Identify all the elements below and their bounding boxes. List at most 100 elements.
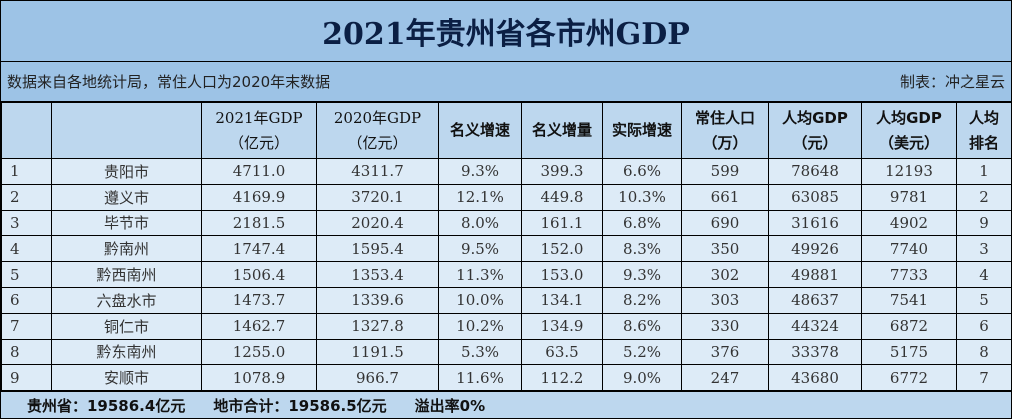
column-header: 2021年GDP （亿元）	[201, 102, 317, 159]
column-header: 人均GDP （元）	[768, 102, 862, 159]
table-cell: 43680	[768, 364, 862, 392]
table-row: 7 铜仁市 1462.7 1327.8 10.2% 134.9 8.6% 330 44324 68…	[1, 312, 1012, 340]
table-cell: 302	[681, 261, 769, 288]
header-text: 名义增量	[531, 121, 592, 139]
table-cell: 112.2	[521, 364, 603, 392]
table-cell: 10.0%	[438, 286, 522, 314]
table-cell: 毕节市	[51, 209, 202, 237]
table-cell: 399.3	[521, 158, 603, 185]
header-text: 名义增速	[449, 121, 510, 139]
header-text: 2021年GDP	[215, 108, 303, 127]
table-cell: 1595.4	[316, 235, 439, 263]
table-cell: 4902	[861, 209, 957, 237]
page-title: 2021年贵州省各市州GDP	[1, 1, 1011, 62]
table-cell: 六盘水市	[51, 286, 202, 314]
header-text: 2020年GDP	[333, 108, 422, 127]
table-cell: 5	[1, 261, 52, 288]
header-text: 人均	[968, 108, 999, 127]
table-cell: 3	[1, 209, 52, 237]
table-cell: 1	[1, 158, 52, 185]
column-header: 常住人口 （万）	[681, 102, 769, 159]
province-total: 贵州省：19586.4亿元	[27, 396, 186, 415]
table-cell: 6	[1, 286, 52, 314]
table-cell: 2	[956, 183, 1012, 211]
table-cell: 遵义市	[51, 183, 202, 211]
table-cell: 1	[956, 158, 1012, 185]
table-cell: 1353.4	[316, 261, 439, 288]
table-cell: 铜仁市	[51, 312, 202, 340]
table-cell: 134.9	[521, 312, 603, 340]
table-cell: 1191.5	[316, 338, 439, 366]
table-cell: 4169.9	[201, 183, 317, 211]
table-cell: 9	[956, 209, 1012, 237]
table-cell: 12193	[861, 158, 957, 185]
table-cell: 63085	[768, 183, 862, 211]
table-cell: 9	[1, 364, 52, 392]
table-cell: 2020.4	[316, 209, 439, 237]
table-cell: 1339.6	[316, 286, 439, 314]
table-cell: 690	[681, 209, 769, 237]
table-cell: 8	[956, 338, 1012, 366]
table-cell: 10.2%	[438, 312, 522, 340]
table-cell: 贵阳市	[51, 158, 202, 185]
table-cell: 5	[956, 286, 1012, 314]
table-cell: 7	[1, 312, 52, 340]
header-text: （美元）	[878, 133, 939, 152]
table-cell: 黔西南州	[51, 261, 202, 288]
table-cell: 1462.7	[201, 312, 317, 340]
overflow-rate: 溢出率0%	[414, 396, 486, 415]
header-text: （亿元）	[228, 133, 289, 152]
table-cell: 966.7	[316, 364, 439, 392]
table-row: 6 六盘水市 1473.7 1339.6 10.0% 134.1 8.2% 303 48637 7…	[1, 286, 1012, 314]
table-cell: 1506.4	[201, 261, 317, 288]
table-cell: 4311.7	[316, 158, 439, 185]
column-header: 人均 排名	[956, 102, 1012, 159]
data-table: 2021年GDP （亿元） 2020年GDP （亿元） 名义增速 名义增量 实际增速 常住人口…	[1, 102, 1012, 392]
table-cell: 6872	[861, 312, 957, 340]
table-cell: 4711.0	[201, 158, 317, 185]
header-text: （元）	[792, 133, 838, 152]
column-header: 名义增量	[521, 102, 603, 159]
table-cell: 8	[1, 338, 52, 366]
table-cell: 7	[956, 364, 1012, 392]
header-text: 常住人口	[694, 108, 755, 127]
table-cell: 黔东南州	[51, 338, 202, 366]
table-cell: 2181.5	[201, 209, 317, 237]
table-cell: 44324	[768, 312, 862, 340]
city-sum: 地市合计：19586.5亿元	[213, 396, 387, 415]
table-cell: 8.0%	[438, 209, 522, 237]
table-cell: 6.6%	[602, 158, 682, 185]
info-row: 数据来自各地统计局，常住人口为2020年末数据 制表：冲之星云	[1, 62, 1011, 102]
column-header	[51, 102, 202, 159]
table-cell: 49881	[768, 261, 862, 288]
table-cell: 12.1%	[438, 183, 522, 211]
table-cell: 1327.8	[316, 312, 439, 340]
credit: 制表：冲之星云	[899, 73, 1005, 91]
table-cell: 31616	[768, 209, 862, 237]
table-cell: 3	[956, 235, 1012, 263]
column-header: 名义增速	[438, 102, 522, 159]
table-row: 4 黔南州 1747.4 1595.4 9.5% 152.0 8.3% 350 49926 774…	[1, 235, 1012, 263]
table-cell: 153.0	[521, 261, 603, 288]
table-cell: 134.1	[521, 286, 603, 314]
header-text: 排名	[968, 133, 999, 152]
table-cell: 1078.9	[201, 364, 317, 392]
table-cell: 350	[681, 235, 769, 263]
table-cell: 6772	[861, 364, 957, 392]
table-cell: 11.3%	[438, 261, 522, 288]
table-cell: 9.0%	[602, 364, 682, 392]
table-cell: 78648	[768, 158, 862, 185]
table-cell: 5175	[861, 338, 957, 366]
table-cell: 1255.0	[201, 338, 317, 366]
header-text: 实际增速	[611, 121, 672, 139]
table-cell: 449.8	[521, 183, 603, 211]
table-cell: 8.2%	[602, 286, 682, 314]
table-cell: 8.3%	[602, 235, 682, 263]
table-cell: 303	[681, 286, 769, 314]
table-cell: 黔南州	[51, 235, 202, 263]
table-cell: 161.1	[521, 209, 603, 237]
column-header: 实际增速	[602, 102, 682, 159]
table-cell: 6	[956, 312, 1012, 340]
table-row: 8 黔东南州 1255.0 1191.5 5.3% 63.5 5.2% 376 33378 517…	[1, 338, 1012, 366]
